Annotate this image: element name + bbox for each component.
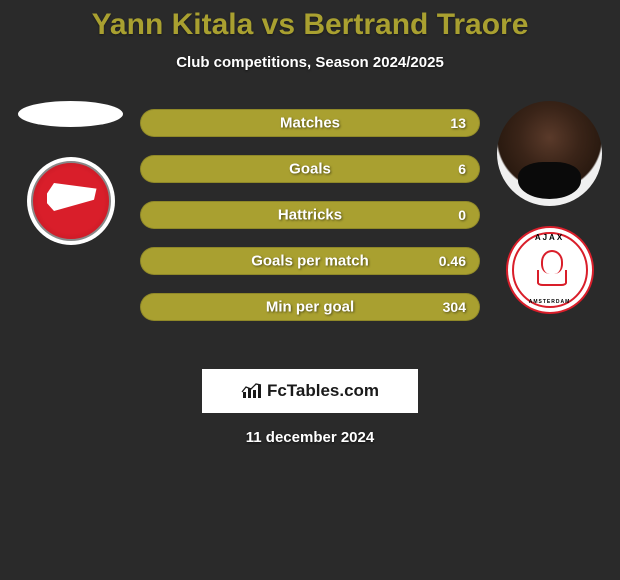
- comparison-card: Yann Kitala vs Bertrand Traore Club comp…: [0, 0, 620, 446]
- brand-box[interactable]: FcTables.com: [202, 369, 418, 413]
- stat-label: Matches: [280, 115, 340, 132]
- page-title: Yann Kitala vs Bertrand Traore: [0, 8, 620, 42]
- ajax-badge-ring: AJAX AMSTERDAM: [512, 232, 588, 308]
- ajax-badge-face-icon: [533, 248, 567, 292]
- stat-row-goals-per-match: Goals per match 0.46: [140, 247, 480, 275]
- ajax-badge-text-bottom: AMSTERDAM: [514, 299, 586, 305]
- player-left-photo-placeholder: [18, 101, 123, 127]
- stat-label: Hattricks: [278, 207, 342, 224]
- stat-value-right: 6: [458, 161, 466, 177]
- brand-label: FcTables.com: [267, 381, 379, 401]
- stat-label: Goals per match: [251, 253, 369, 270]
- stat-value-right: 304: [443, 299, 466, 315]
- bar-chart-icon: [241, 382, 263, 400]
- stat-row-matches: Matches 13: [140, 109, 480, 137]
- player-left-column: [18, 101, 123, 245]
- player-right-photo: [497, 101, 602, 206]
- stat-value-right: 13: [450, 115, 466, 131]
- stat-row-min-per-goal: Min per goal 304: [140, 293, 480, 321]
- stat-value-right: 0.46: [439, 253, 466, 269]
- comparison-body: Matches 13 Goals 6 Hattricks 0 Goals per…: [0, 101, 620, 361]
- club-badge-left: [27, 157, 115, 245]
- stat-row-hattricks: Hattricks 0: [140, 201, 480, 229]
- almere-badge-graphic: [31, 161, 111, 241]
- stat-value-right: 0: [458, 207, 466, 223]
- page-subtitle: Club competitions, Season 2024/2025: [0, 54, 620, 71]
- stat-row-goals: Goals 6: [140, 155, 480, 183]
- player-right-column: AJAX AMSTERDAM: [497, 101, 602, 314]
- date-line: 11 december 2024: [0, 429, 620, 446]
- stat-label: Goals: [289, 161, 331, 178]
- club-badge-right: AJAX AMSTERDAM: [506, 226, 594, 314]
- stat-bars: Matches 13 Goals 6 Hattricks 0 Goals per…: [140, 109, 480, 339]
- ajax-badge-text-top: AJAX: [514, 233, 586, 242]
- stat-label: Min per goal: [266, 299, 354, 316]
